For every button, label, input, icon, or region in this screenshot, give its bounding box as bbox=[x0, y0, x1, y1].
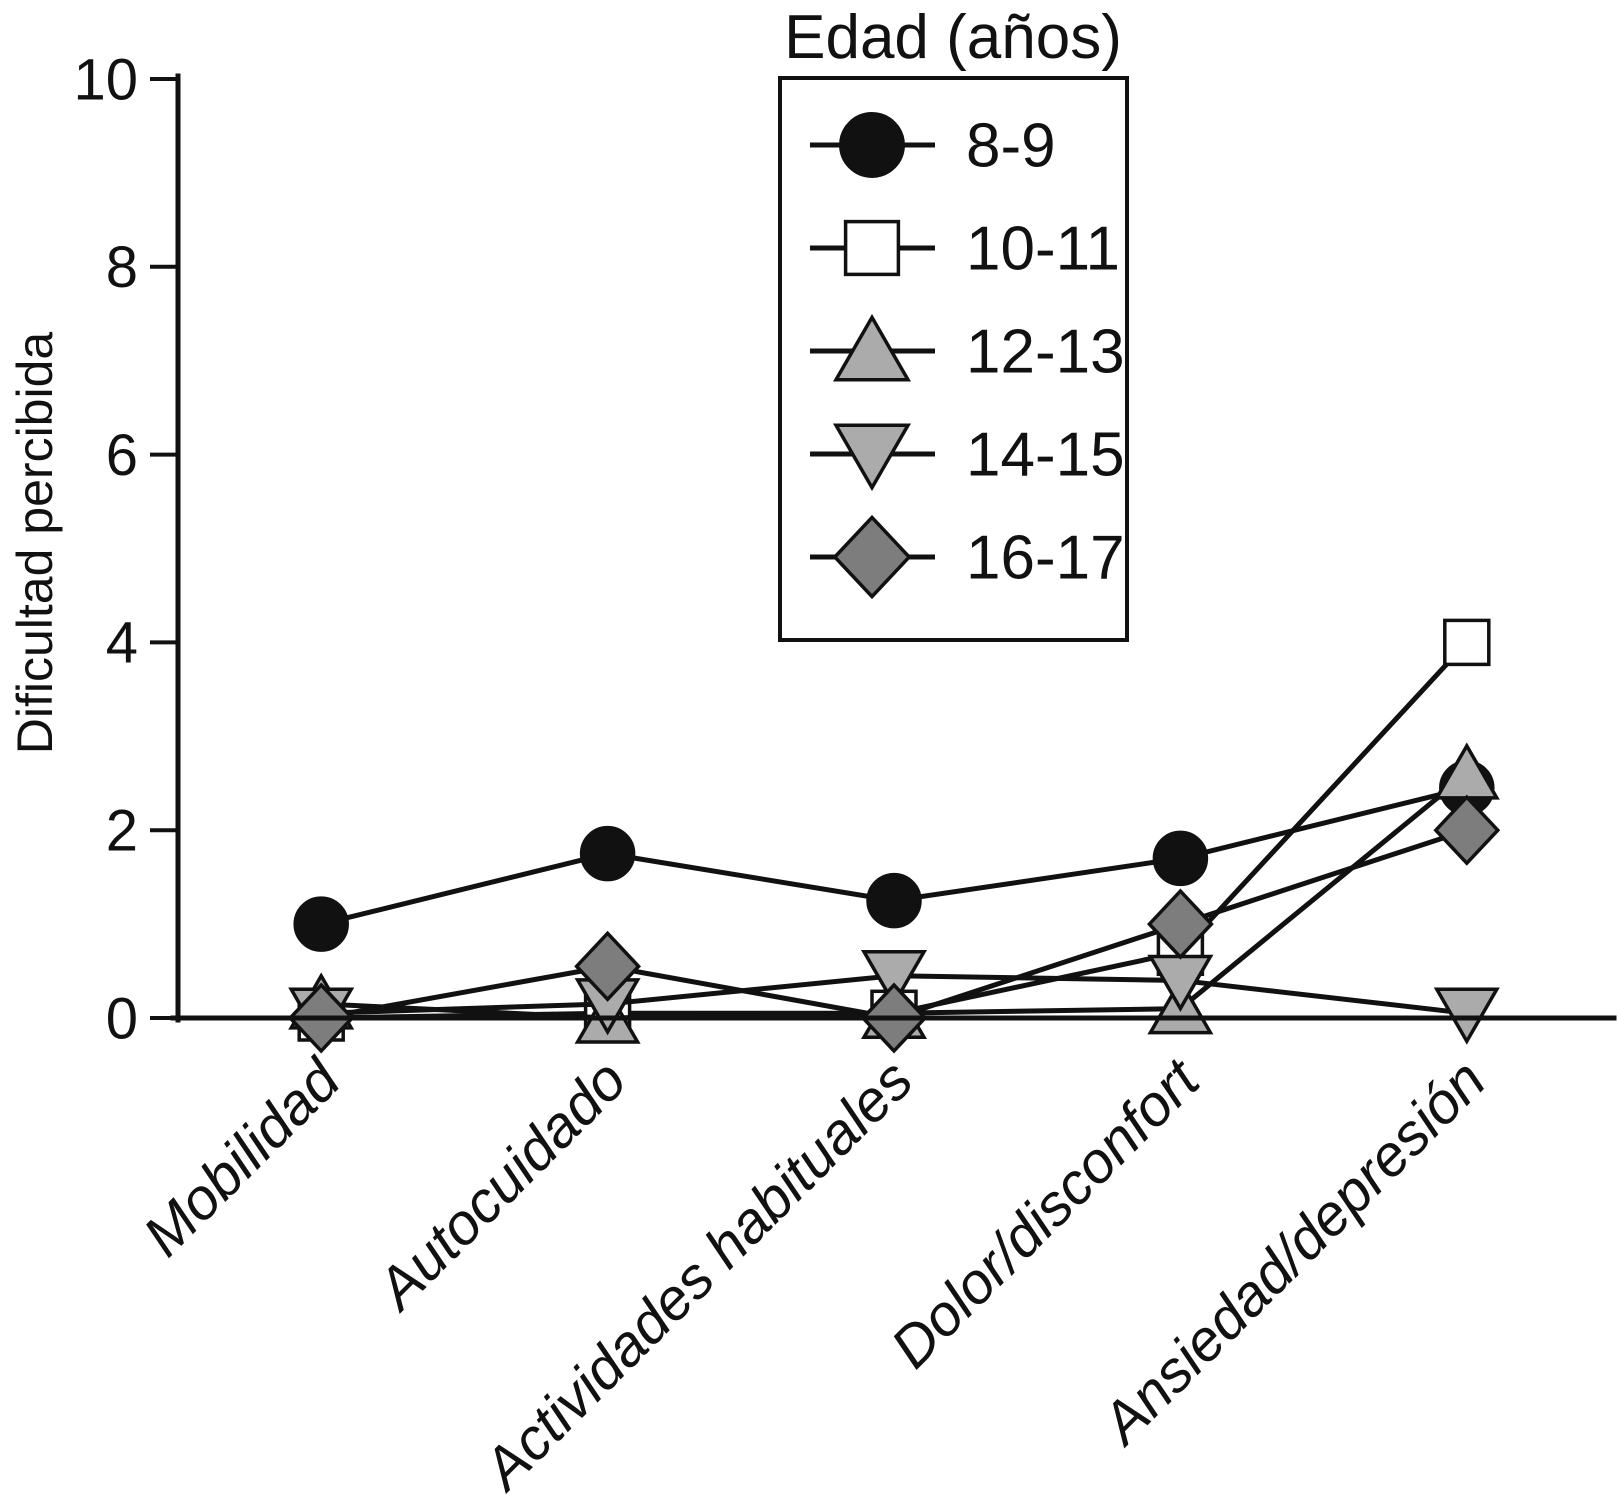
legend-entry: 8-9 bbox=[810, 112, 1056, 181]
legend: Edad (años) 8-9 10-11 12-13 14-15 16-17 bbox=[778, 3, 1129, 642]
x-category-label: Dolor/disconfort bbox=[878, 1045, 1213, 1380]
legend-entry-label: 14-15 bbox=[966, 421, 1125, 490]
legend-entry: 10-11 bbox=[810, 215, 1120, 284]
marker-circle-icon bbox=[1152, 830, 1209, 887]
y-tick-label: 4 bbox=[106, 611, 138, 676]
marker-diamond-icon bbox=[1146, 888, 1214, 960]
legend-entry: 14-15 bbox=[810, 421, 1125, 492]
marker-circle-icon bbox=[839, 112, 905, 178]
series-group bbox=[287, 618, 1501, 1054]
marker-circle-icon bbox=[866, 872, 922, 929]
marker-circle-icon bbox=[293, 896, 349, 952]
legend-entry: 16-17 bbox=[810, 514, 1125, 600]
y-tick-label: 6 bbox=[106, 423, 138, 488]
legend-entries: 8-9 10-11 12-13 14-15 16-17 bbox=[810, 112, 1125, 600]
legend-entry-label: 8-9 bbox=[966, 112, 1056, 181]
y-tick-label: 0 bbox=[106, 986, 138, 1051]
y-tick-label: 2 bbox=[106, 799, 138, 864]
legend-box bbox=[778, 76, 1129, 642]
y-tick-label: 8 bbox=[106, 235, 138, 300]
x-category-label: Autocuidado bbox=[363, 1047, 639, 1323]
marker-diamond-icon bbox=[574, 930, 642, 1002]
y-tick-label: 10 bbox=[73, 47, 138, 112]
x-category-label: Mobilidad bbox=[131, 1046, 354, 1269]
legend-entry-label: 16-17 bbox=[966, 524, 1125, 593]
marker-circle-icon bbox=[579, 825, 636, 882]
marker-diamond-icon bbox=[1433, 794, 1501, 866]
series-8-9 bbox=[293, 760, 1495, 952]
marker-triangle-down-icon bbox=[1433, 987, 1500, 1045]
marker-triangle-down-icon bbox=[832, 423, 912, 492]
marker-triangle-down-icon bbox=[860, 949, 928, 1008]
legend-entry-label: 12-13 bbox=[966, 318, 1125, 387]
marker-square-icon bbox=[1443, 618, 1491, 667]
legend-entry: 12-13 bbox=[810, 313, 1125, 387]
legend-entry-label: 10-11 bbox=[966, 215, 1120, 284]
legend-title: Edad (años) bbox=[784, 3, 1122, 72]
y-axis-title: Dificultad percibida bbox=[7, 332, 63, 755]
marker-triangle-up-icon bbox=[832, 313, 912, 382]
marker-diamond-icon bbox=[832, 514, 912, 600]
marker-square-icon bbox=[843, 219, 901, 277]
